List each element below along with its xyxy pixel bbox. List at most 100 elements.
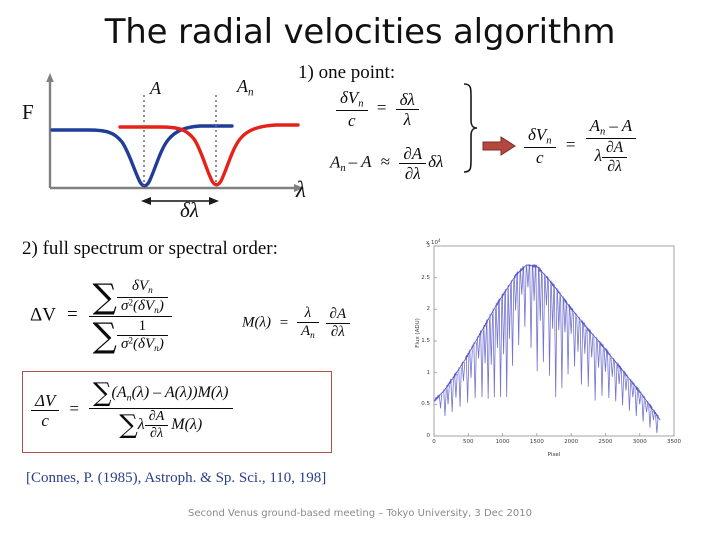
y-multiplier-exponent: 4 [438,238,441,243]
frac-numerator: δλ [399,89,415,109]
absorption-line-spike [498,298,503,397]
frac-numerator: ∂A [329,305,347,322]
absorption-line-spike [516,272,521,346]
absorption-line-spike [554,288,558,398]
absorption-line-spike [489,314,493,365]
chart-plot-svg [433,245,675,437]
sigma-argument-open: (δV [133,335,155,352]
absorption-line-spike [600,345,604,396]
absorption-line-spike [563,300,567,333]
absorption-line-spike [458,367,462,407]
frac-denominator: ∂λ [601,156,628,176]
frac-result: An – A λ ∂A ∂λ [585,116,637,176]
absorption-line-spike [579,321,584,385]
absorption-line-spike [507,285,512,339]
sigma-symbol: σ [120,297,129,314]
approx-sign: ≈ [380,152,391,172]
red-absorption-curve [118,123,300,187]
y-axis-multiplier: x 104 [426,238,441,246]
frac-denominator: c [336,110,368,130]
x-tick-label: 3500 [667,439,681,445]
sketch-x-axis-label: λ [296,177,306,202]
absorption-line-spike [438,394,443,409]
brace-path [463,83,478,173]
implies-arrow [482,136,516,156]
lambda-factor: λ [594,146,602,166]
absorption-line-spike [532,265,536,301]
slide-footer: Second Venus ground-based meeting – Toky… [188,508,532,519]
absorption-line-spike [492,308,497,398]
absorption-line-spike [465,355,470,403]
an-subscript: n [600,126,606,138]
sigma-exponent: 2 [128,298,134,309]
frac-one-over-sigma2: 1 σ2(δVn) [116,318,168,354]
absorption-line-spike [469,349,473,378]
absorption-line-spike [566,304,570,375]
y-multiplier-base: x 10 [426,240,439,247]
absorption-line-spike [483,325,487,364]
absorption-line-spike [583,325,587,354]
absorption-line-spike [454,373,458,398]
y-tick-label: 0 [426,433,431,439]
summation-sign: ∑ [92,277,117,317]
frac-numerator: λ [304,305,312,321]
absorption-line-spike [529,265,533,348]
frac-dvn-over-sigma2: δVn σ2(δVn) [116,278,168,316]
sigma-argument-close: ) [158,335,164,352]
absorption-line-spike [644,400,649,413]
frac-final-expression: ∑(An(λ) – A(λ))M(λ) ∑λ ∂A ∂λ M(λ) [88,378,233,442]
dvn-symbol: δV [340,88,359,107]
absorption-line-spike [526,265,530,288]
absorption-line-spike [504,289,509,397]
equation-doppler-shift: δVn c = δλ λ [336,88,419,130]
section-header-full-spectrum: 2) full spectrum or spectral order: [22,238,278,259]
frac-numerator: ∂A [605,139,624,157]
absorption-line-spike [596,340,601,368]
absorption-line-spike [651,410,656,421]
absorption-line-spike [641,396,645,422]
absorption-line-spike [593,337,597,401]
summation-sign: ∑ [119,409,138,440]
sketch-y-axis-label: F [22,100,34,124]
x-tick-label: 1500 [529,439,544,445]
frac-numerator: δVn [524,125,556,147]
lambda-factor: λ [137,416,145,434]
frac-denominator: σ2(δVn) [116,334,168,354]
absorption-line-spike [501,294,506,355]
page-title: The radial velocities algorithm [104,12,616,52]
frac-denominator: σ2(δVn) [116,296,168,316]
absorption-line-spike [590,333,594,358]
delta-v-symbol: ΔV [30,304,56,325]
frac-denominator: ∑ 1 σ2(δVn) [88,316,172,355]
absorption-line-spike [495,303,500,348]
frac-denominator: c [524,146,556,167]
frac-partial-a-partial-lambda: ∂A ∂λ [399,144,427,183]
an-symbol: A [300,322,311,339]
absorption-line-spike [610,357,614,377]
absorption-line-spike [446,385,450,405]
dvn-subscript: n [148,286,153,297]
spectrum-flux-chart: x 104 Flux (ADU) Pixel 0 500 1000 1500 2000 2… [404,238,704,466]
absorption-line-spike [607,353,611,399]
frac-dvn-over-c: δVn c [524,125,556,167]
absorption-line-spike [655,415,659,434]
y-tick-label: 0.5 [421,401,430,408]
frac-dvn-over-c: δVn c [336,88,368,130]
frac-numerator: ΔV [35,390,56,410]
boxed-final-equation: ΔV c = ∑(An(λ) – A(λ))M(λ) ∑λ ∂A ∂λ M(λ) [22,371,332,453]
minus-a-term: – A [609,116,633,135]
absorption-line-spike [473,342,477,399]
continuum-envelope-path [433,263,661,421]
dvn-subscript: n [358,98,364,110]
m-lambda-factor: M(λ) [171,416,203,434]
frac-numerator: ∂A [148,408,165,425]
arrow-shape [482,136,516,156]
equation-amplitude-difference: An – A ≈ ∂A ∂λ δλ [330,144,443,183]
blue-absorption-curve [50,124,234,188]
absorption-line-spike [586,329,590,387]
boxed-equation-content: ΔV c = ∑(An(λ) – A(λ))M(λ) ∑λ ∂A ∂λ M(λ) [31,378,233,442]
absorption-line-spike [443,389,447,417]
y-tick-label: 2.5 [421,274,430,281]
frac-numerator: 1 [138,318,147,335]
